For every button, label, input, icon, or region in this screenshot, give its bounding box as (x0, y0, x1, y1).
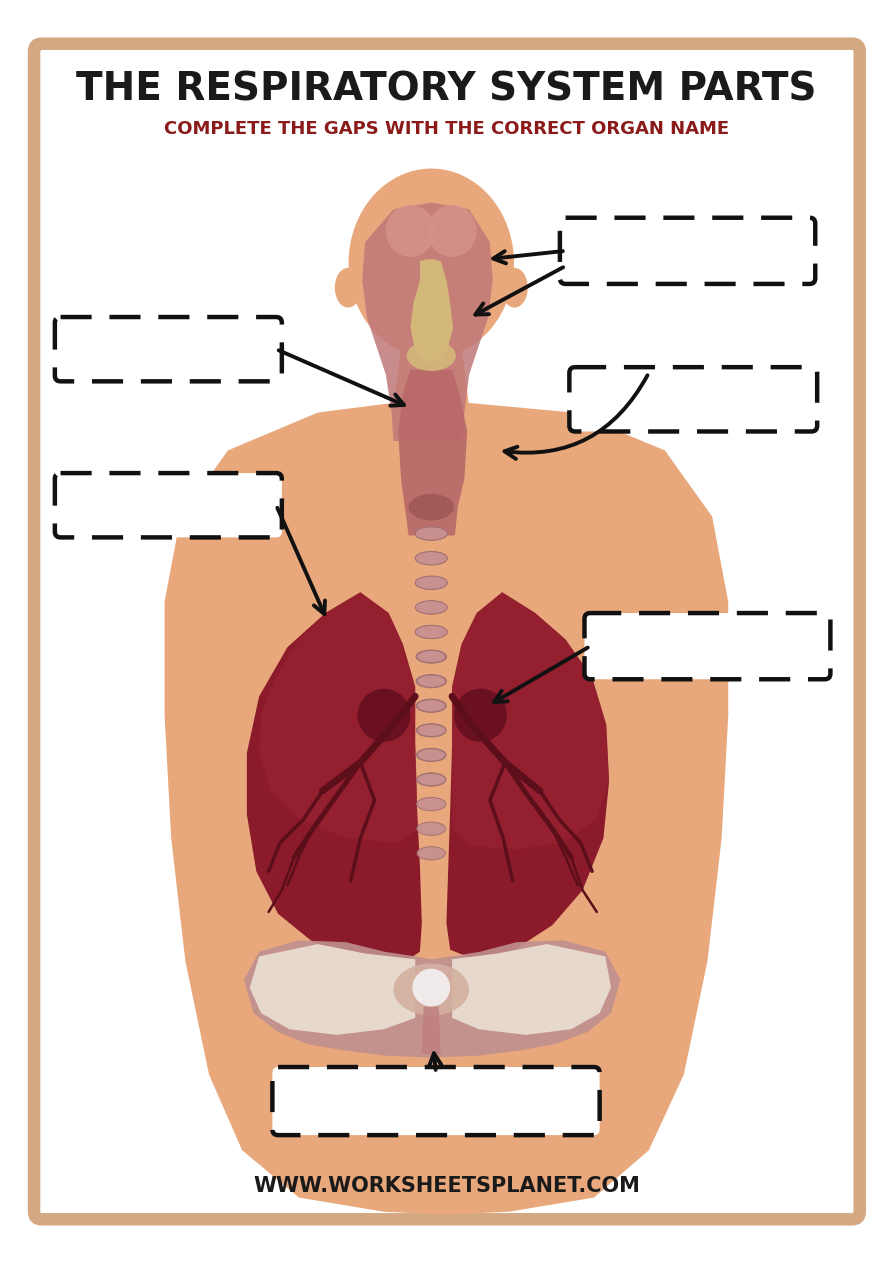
Ellipse shape (417, 822, 446, 835)
Polygon shape (250, 943, 415, 1034)
Ellipse shape (415, 601, 446, 614)
Text: WWW.WORKSHEETSPLANET.COM: WWW.WORKSHEETSPLANET.COM (253, 1176, 640, 1196)
Polygon shape (398, 370, 467, 536)
Ellipse shape (501, 268, 528, 308)
Polygon shape (164, 403, 729, 1215)
Circle shape (413, 969, 450, 1007)
Circle shape (357, 688, 411, 741)
Ellipse shape (417, 797, 446, 811)
FancyBboxPatch shape (34, 44, 860, 1219)
Ellipse shape (415, 527, 447, 541)
FancyBboxPatch shape (560, 217, 815, 284)
Ellipse shape (409, 494, 454, 520)
Ellipse shape (335, 268, 362, 308)
Ellipse shape (415, 625, 447, 639)
Ellipse shape (417, 700, 446, 712)
Ellipse shape (415, 576, 447, 590)
Polygon shape (259, 592, 417, 842)
Ellipse shape (417, 846, 446, 860)
Ellipse shape (416, 650, 446, 663)
Ellipse shape (417, 773, 446, 786)
FancyBboxPatch shape (272, 1067, 599, 1135)
Ellipse shape (416, 674, 446, 688)
Polygon shape (246, 592, 421, 962)
Ellipse shape (386, 205, 435, 256)
Polygon shape (363, 202, 493, 441)
FancyBboxPatch shape (54, 474, 282, 537)
Ellipse shape (416, 724, 446, 736)
FancyBboxPatch shape (585, 613, 830, 679)
Ellipse shape (417, 749, 446, 762)
Ellipse shape (394, 964, 469, 1015)
Ellipse shape (417, 674, 446, 687)
Ellipse shape (416, 748, 446, 762)
Ellipse shape (406, 341, 455, 371)
Ellipse shape (415, 601, 447, 614)
Ellipse shape (416, 625, 446, 639)
FancyBboxPatch shape (570, 368, 817, 432)
Polygon shape (411, 259, 453, 364)
Text: COMPLETE THE GAPS WITH THE CORRECT ORGAN NAME: COMPLETE THE GAPS WITH THE CORRECT ORGAN… (163, 120, 729, 138)
FancyBboxPatch shape (54, 317, 282, 381)
Ellipse shape (415, 552, 447, 565)
Ellipse shape (415, 552, 447, 565)
Polygon shape (391, 346, 471, 422)
Polygon shape (452, 592, 609, 850)
Ellipse shape (428, 205, 477, 256)
Ellipse shape (415, 576, 447, 590)
Polygon shape (446, 592, 609, 959)
Ellipse shape (417, 650, 446, 663)
Ellipse shape (417, 724, 446, 736)
Polygon shape (452, 943, 611, 1034)
Ellipse shape (415, 527, 447, 541)
Ellipse shape (417, 773, 446, 786)
Ellipse shape (416, 700, 446, 712)
Polygon shape (244, 940, 621, 1057)
Text: THE RESPIRATORY SYSTEM PARTS: THE RESPIRATORY SYSTEM PARTS (76, 71, 817, 109)
Ellipse shape (348, 168, 514, 357)
Circle shape (454, 688, 507, 741)
Polygon shape (421, 1007, 441, 1053)
